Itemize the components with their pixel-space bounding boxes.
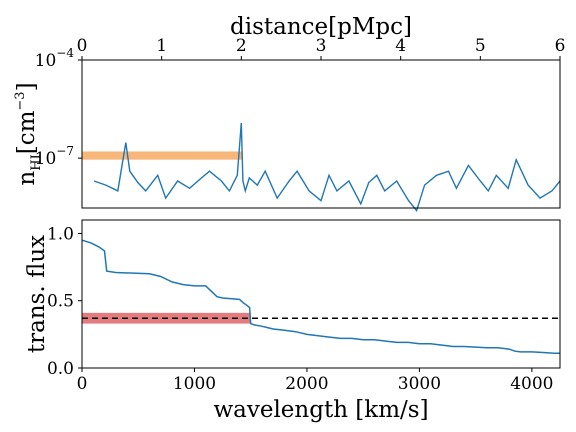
wavelength-tick-label: 3000 [398,374,441,394]
distance-tick-label: 6 [555,36,566,56]
density-series [93,122,561,213]
wavelength-tick-label: 2000 [285,374,328,394]
wavelength-axis-title: wavelength [km/s] [213,397,428,423]
density-panel: distance[pMpc] 0 1 2 3 4 5 6 10−4 10−7 nHI[cm−3… [13,14,566,213]
wavelength-ticks: 0 1000 2000 3000 4000 [77,368,554,394]
flux-tick-label: 0.0 [47,359,74,379]
flux-axes-frame [81,219,561,369]
distance-tick-label: 0 [77,36,88,56]
flux-axis-title: trans. flux [24,235,50,353]
density-tick-label: 10−4 [35,46,75,71]
distance-tick-label: 1 [156,36,167,56]
density-line [93,122,561,213]
density-axis-title: nHI[cm−3] [13,82,44,185]
wavelength-tick-label: 1000 [173,374,216,394]
flux-line [81,239,560,354]
flux-y-ticks: 0.0 0.5 1.0 [47,224,82,379]
flux-tick-label: 0.5 [47,292,74,312]
density-tick-label: 10−7 [35,144,74,169]
flux-tick-label: 1.0 [47,224,74,244]
distance-tick-label: 5 [475,36,486,56]
density-y-ticks: 10−4 10−7 [35,46,82,169]
wavelength-tick-label: 0 [77,374,88,394]
distance-tick-label: 3 [316,36,327,56]
top-axis-title: distance[pMpc] [230,14,412,40]
wavelength-tick-label: 4000 [510,374,553,394]
distance-ticks: 0 1 2 3 4 5 6 [77,36,566,60]
flux-series [81,239,560,354]
density-band [82,151,243,160]
flux-panel: 0.00.51.0 0 1000 2000 3000 4000 trans. flux … [24,219,561,423]
density-band-rect [82,151,243,160]
distance-tick-label: 4 [395,36,406,56]
distance-tick-label: 2 [236,36,247,56]
density-axes-frame [81,59,561,209]
